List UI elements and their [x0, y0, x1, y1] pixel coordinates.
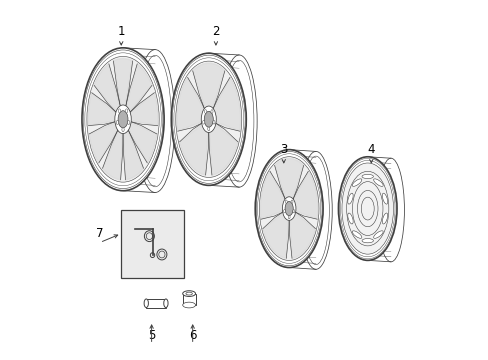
Ellipse shape — [185, 292, 192, 295]
Bar — [183, 294, 195, 305]
Polygon shape — [88, 93, 116, 126]
Ellipse shape — [210, 110, 213, 113]
Ellipse shape — [127, 121, 130, 125]
Ellipse shape — [259, 157, 318, 260]
Ellipse shape — [373, 231, 383, 238]
Ellipse shape — [285, 202, 293, 216]
Ellipse shape — [292, 210, 294, 213]
Ellipse shape — [347, 213, 352, 224]
Polygon shape — [128, 122, 157, 163]
Polygon shape — [179, 124, 208, 175]
Polygon shape — [293, 171, 317, 219]
Ellipse shape — [175, 61, 241, 177]
Ellipse shape — [82, 48, 164, 191]
Polygon shape — [289, 213, 315, 258]
Ellipse shape — [287, 216, 289, 219]
Ellipse shape — [122, 128, 124, 132]
Polygon shape — [192, 63, 224, 109]
Polygon shape — [209, 124, 238, 175]
Ellipse shape — [115, 105, 131, 134]
Polygon shape — [260, 171, 285, 219]
Ellipse shape — [118, 109, 121, 113]
Ellipse shape — [212, 120, 215, 124]
Ellipse shape — [361, 174, 373, 179]
Ellipse shape — [202, 120, 204, 124]
Ellipse shape — [163, 299, 168, 307]
Ellipse shape — [338, 157, 396, 260]
Ellipse shape — [382, 213, 387, 224]
Ellipse shape — [290, 200, 292, 203]
Ellipse shape — [171, 53, 246, 185]
Ellipse shape — [116, 121, 118, 125]
Text: 6: 6 — [188, 329, 196, 342]
Polygon shape — [262, 213, 288, 258]
Text: 5: 5 — [148, 329, 155, 342]
Ellipse shape — [382, 193, 387, 204]
Ellipse shape — [351, 231, 361, 238]
Text: 3: 3 — [280, 143, 287, 156]
Ellipse shape — [87, 57, 159, 182]
Polygon shape — [113, 59, 132, 107]
Ellipse shape — [283, 210, 285, 213]
Ellipse shape — [255, 150, 323, 267]
Ellipse shape — [347, 193, 352, 204]
Ellipse shape — [361, 239, 373, 243]
Ellipse shape — [207, 127, 209, 131]
Ellipse shape — [201, 106, 216, 132]
Ellipse shape — [373, 179, 383, 186]
Polygon shape — [94, 64, 120, 112]
Polygon shape — [102, 130, 122, 180]
Ellipse shape — [144, 299, 148, 307]
Polygon shape — [274, 158, 303, 199]
Ellipse shape — [183, 302, 195, 308]
Polygon shape — [177, 77, 204, 131]
Polygon shape — [123, 130, 143, 180]
Polygon shape — [129, 93, 158, 126]
Text: 4: 4 — [367, 143, 374, 156]
Text: 1: 1 — [117, 25, 125, 38]
Ellipse shape — [285, 200, 286, 203]
Ellipse shape — [204, 110, 206, 113]
Text: 7: 7 — [96, 227, 103, 240]
Polygon shape — [89, 122, 118, 163]
Polygon shape — [213, 77, 240, 131]
Ellipse shape — [118, 111, 128, 128]
Ellipse shape — [351, 179, 361, 186]
Ellipse shape — [282, 197, 295, 220]
Bar — [121, 210, 183, 278]
Ellipse shape — [204, 111, 213, 127]
Bar — [146, 299, 165, 307]
Ellipse shape — [341, 163, 393, 254]
Text: 2: 2 — [212, 25, 219, 38]
Ellipse shape — [125, 109, 127, 113]
Ellipse shape — [183, 291, 195, 296]
Polygon shape — [126, 64, 152, 112]
